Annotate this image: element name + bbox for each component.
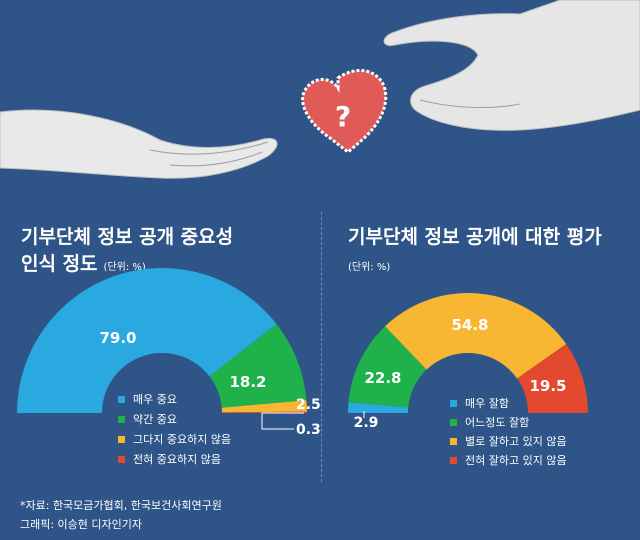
left-chart-title-line1: 기부단체 정보 공개 중요성 [21, 226, 234, 248]
source-line: *자료: 한국모금가협회, 한국보건사회연구원 [20, 499, 222, 512]
value-label-3: 2.5 [296, 397, 320, 413]
divider [321, 212, 322, 482]
donut-segment-2 [348, 326, 427, 408]
credit-line: 그래픽: 이승현 디자인기자 [20, 518, 143, 531]
value-label-2: 22.8 [364, 369, 401, 387]
donut-segment-1 [348, 402, 409, 413]
legend-label-1: 매우 중요 [133, 393, 177, 406]
right-chart-unit: (단위: %) [348, 262, 391, 273]
donut-segment-1 [17, 267, 277, 413]
legend-swatch-2 [118, 416, 125, 423]
value-label-1: 2.9 [354, 415, 379, 431]
legend-label-3: 그다지 중요하지 않음 [133, 432, 231, 446]
legend-swatch-1 [118, 396, 125, 403]
leader-line-4 [261, 412, 304, 430]
donut-segment-4 [517, 343, 588, 413]
legend-swatch-3 [450, 438, 457, 445]
right-chart-title: 기부단체 정보 공개에 대한 평가 [348, 226, 602, 248]
legend-label-1: 매우 잘함 [465, 397, 509, 410]
value-label-3: 54.8 [451, 316, 488, 334]
holding-hand-icon [383, 0, 640, 131]
value-label-4: 19.5 [529, 377, 566, 395]
legend-label-2: 약간 중요 [133, 412, 177, 426]
legend-label-3: 별로 잘하고 있지 않음 [465, 434, 567, 448]
legend-swatch-2 [450, 419, 457, 426]
hands-illustration: ? [0, 0, 640, 179]
legend-swatch-4 [450, 457, 457, 464]
left-chart-title-line2: 인식 정도 (단위: %) [21, 251, 233, 281]
legend-swatch-1 [450, 400, 457, 407]
donut-segment-3 [221, 400, 307, 413]
legend-label-4: 전혀 중요하지 않음 [133, 452, 221, 466]
legend-swatch-3 [118, 436, 125, 443]
open-hand-icon [0, 109, 278, 179]
value-label-4: 0.3 [296, 422, 320, 438]
legend-label-2: 어느정도 잘함 [465, 416, 529, 429]
left-chart-title-line2-text: 인식 정도 [21, 253, 98, 275]
legend-label-4: 전혀 잘하고 있지 않음 [465, 453, 567, 467]
heart-question-icon: ? [301, 69, 388, 154]
left-chart-title: 기부단체 정보 공개 중요성 인식 정도 (단위: %) [21, 224, 233, 281]
donut-segment-2 [209, 324, 307, 408]
value-label-1: 79.0 [99, 329, 136, 347]
legend-swatch-4 [118, 456, 125, 463]
left-chart-unit: (단위: %) [103, 262, 146, 273]
svg-text:?: ? [335, 100, 351, 133]
value-label-2: 18.2 [229, 373, 266, 391]
donut-segment-3 [385, 293, 567, 379]
